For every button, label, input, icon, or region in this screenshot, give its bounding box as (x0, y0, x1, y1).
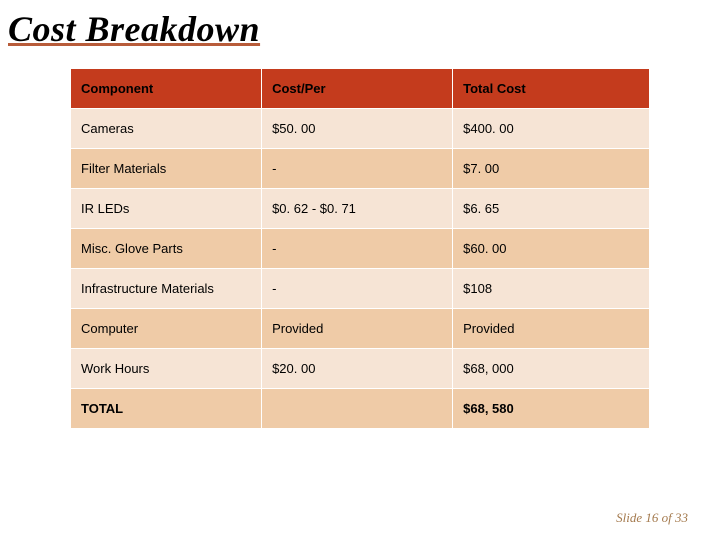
table-row: Cameras $50. 00 $400. 00 (71, 109, 650, 149)
cell-costper: - (262, 149, 453, 189)
cost-table: Component Cost/Per Total Cost Cameras $5… (70, 68, 650, 429)
table-row: Infrastructure Materials - $108 (71, 269, 650, 309)
table-row: Misc. Glove Parts - $60. 00 (71, 229, 650, 269)
cell-component: Work Hours (71, 349, 262, 389)
table-row: Computer Provided Provided (71, 309, 650, 349)
page-title: Cost Breakdown (0, 0, 720, 50)
table-row-total: TOTAL $68, 580 (71, 389, 650, 429)
cell-component: Infrastructure Materials (71, 269, 262, 309)
cell-component: IR LEDs (71, 189, 262, 229)
cell-totalcost: Provided (453, 309, 650, 349)
table-header-row: Component Cost/Per Total Cost (71, 69, 650, 109)
cell-component: TOTAL (71, 389, 262, 429)
cell-costper: Provided (262, 309, 453, 349)
cell-totalcost: $400. 00 (453, 109, 650, 149)
cell-totalcost: $60. 00 (453, 229, 650, 269)
cell-costper: $50. 00 (262, 109, 453, 149)
cell-component: Filter Materials (71, 149, 262, 189)
cell-component: Misc. Glove Parts (71, 229, 262, 269)
col-header-costper: Cost/Per (262, 69, 453, 109)
cell-component: Cameras (71, 109, 262, 149)
cell-totalcost: $6. 65 (453, 189, 650, 229)
table-row: Filter Materials - $7. 00 (71, 149, 650, 189)
col-header-component: Component (71, 69, 262, 109)
cell-component: Computer (71, 309, 262, 349)
cell-costper: $0. 62 - $0. 71 (262, 189, 453, 229)
cell-totalcost: $68, 580 (453, 389, 650, 429)
table-row: IR LEDs $0. 62 - $0. 71 $6. 65 (71, 189, 650, 229)
table-row: Work Hours $20. 00 $68, 000 (71, 349, 650, 389)
cell-costper: - (262, 229, 453, 269)
col-header-totalcost: Total Cost (453, 69, 650, 109)
cost-table-container: Component Cost/Per Total Cost Cameras $5… (70, 68, 650, 429)
cell-totalcost: $108 (453, 269, 650, 309)
slide-number: Slide 16 of 33 (616, 510, 688, 526)
cell-costper: - (262, 269, 453, 309)
cell-costper: $20. 00 (262, 349, 453, 389)
cell-costper (262, 389, 453, 429)
cell-totalcost: $68, 000 (453, 349, 650, 389)
cell-totalcost: $7. 00 (453, 149, 650, 189)
